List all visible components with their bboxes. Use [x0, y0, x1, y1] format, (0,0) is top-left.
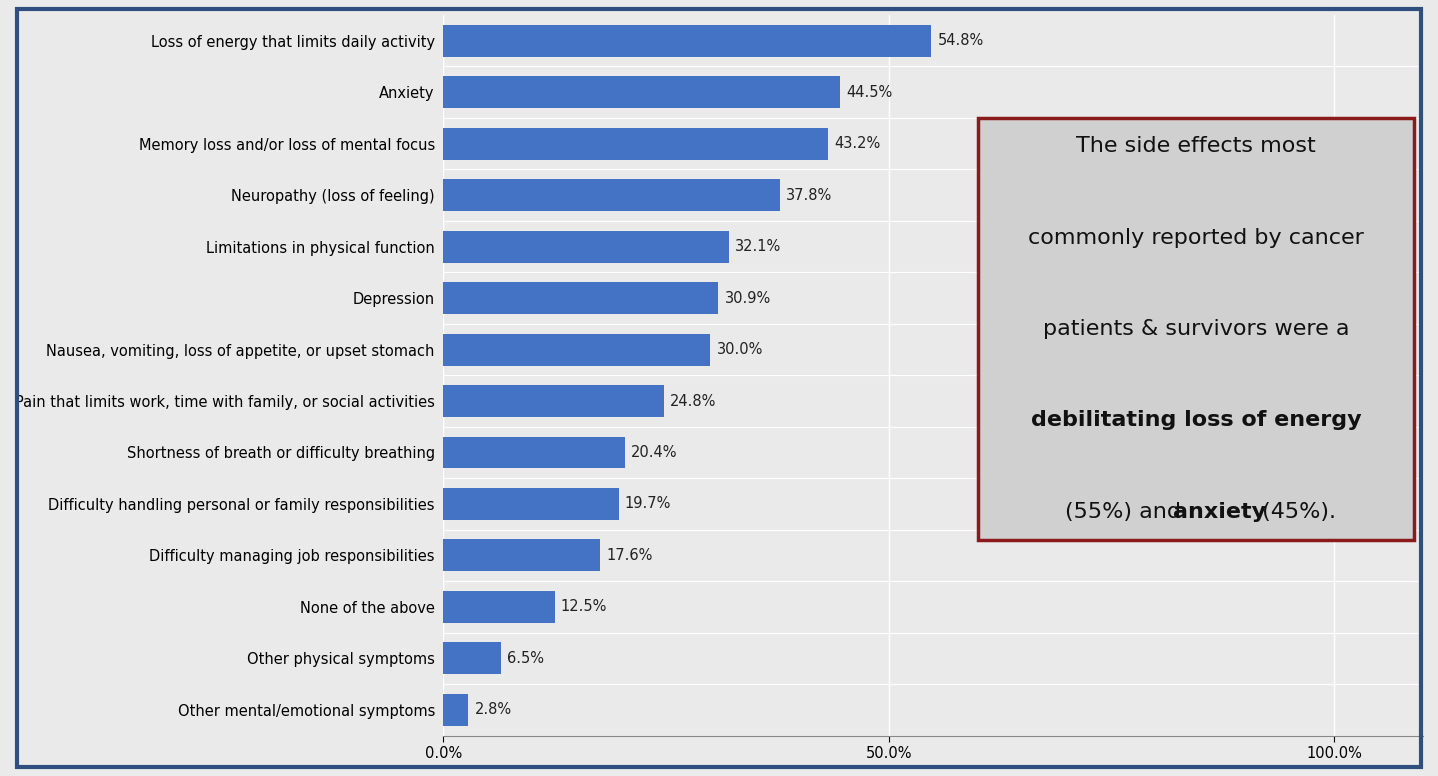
Text: 24.8%: 24.8%: [670, 393, 716, 408]
Bar: [443, 694, 469, 726]
Bar: [443, 437, 626, 469]
Text: (55%) and: (55%) and: [1066, 502, 1188, 521]
Text: 44.5%: 44.5%: [846, 85, 892, 99]
Bar: [443, 643, 500, 674]
Bar: [443, 539, 600, 571]
Text: 30.9%: 30.9%: [725, 290, 771, 306]
Text: 32.1%: 32.1%: [735, 239, 782, 254]
Text: 43.2%: 43.2%: [834, 136, 880, 151]
Text: The side effects most: The side effects most: [1076, 137, 1316, 156]
Text: 54.8%: 54.8%: [938, 33, 984, 48]
Bar: [443, 385, 664, 417]
Text: 6.5%: 6.5%: [508, 651, 545, 666]
Text: (45%).: (45%).: [1255, 502, 1336, 521]
Text: 2.8%: 2.8%: [475, 702, 512, 717]
FancyBboxPatch shape: [978, 118, 1414, 540]
Text: 30.0%: 30.0%: [716, 342, 764, 357]
Text: debilitating loss of energy: debilitating loss of energy: [1031, 411, 1362, 431]
Text: 12.5%: 12.5%: [561, 599, 607, 615]
Bar: [443, 25, 932, 57]
Text: 19.7%: 19.7%: [626, 497, 672, 511]
Text: anxiety: anxiety: [1173, 502, 1267, 521]
Bar: [443, 334, 710, 365]
Text: commonly reported by cancer: commonly reported by cancer: [1028, 227, 1363, 248]
Bar: [443, 179, 779, 211]
Bar: [443, 230, 729, 262]
Text: 20.4%: 20.4%: [631, 445, 677, 460]
Bar: [443, 591, 555, 623]
Text: patients & survivors were a: patients & survivors were a: [1043, 319, 1349, 339]
Bar: [443, 282, 719, 314]
Bar: [443, 128, 828, 160]
Text: 37.8%: 37.8%: [787, 188, 833, 203]
Text: 17.6%: 17.6%: [607, 548, 653, 563]
Bar: [443, 488, 618, 520]
Bar: [443, 76, 840, 108]
